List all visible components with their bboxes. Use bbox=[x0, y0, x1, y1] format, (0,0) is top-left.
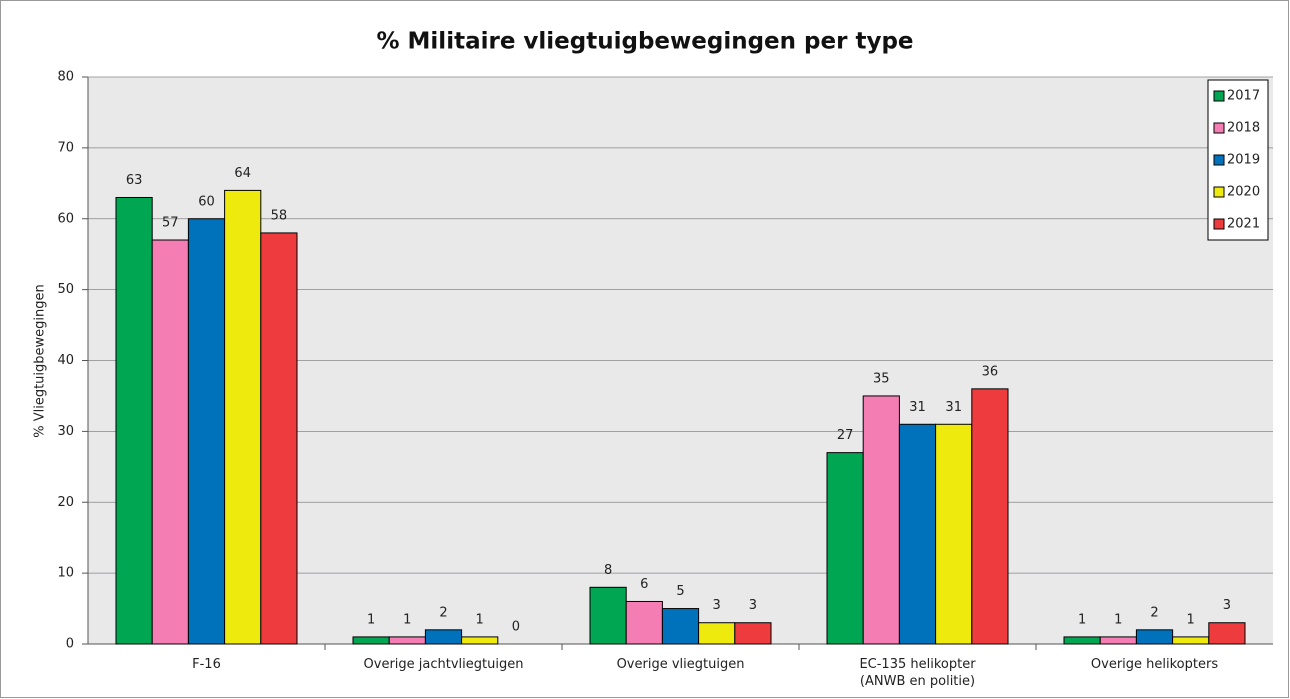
legend-swatch bbox=[1213, 186, 1225, 198]
data-label: 1 bbox=[403, 612, 411, 627]
data-label: 36 bbox=[982, 364, 999, 379]
data-label: 3 bbox=[749, 598, 757, 613]
data-label: 1 bbox=[367, 612, 375, 627]
y-tick-label: 30 bbox=[57, 424, 74, 439]
data-label: 27 bbox=[837, 428, 854, 443]
bar bbox=[115, 196, 153, 645]
y-tick-label: 80 bbox=[57, 70, 74, 85]
data-label: 6 bbox=[640, 577, 648, 592]
legend-label: 2019 bbox=[1227, 153, 1260, 168]
y-tick-label: 70 bbox=[57, 140, 74, 155]
data-label: 35 bbox=[873, 371, 890, 386]
bar bbox=[461, 636, 499, 645]
data-label: 57 bbox=[162, 216, 179, 231]
y-tick-label: 50 bbox=[57, 282, 74, 297]
bar bbox=[971, 388, 1009, 645]
bar bbox=[625, 600, 663, 645]
y-tick-label: 40 bbox=[57, 353, 74, 368]
x-tick-label-line: Overige helikopters bbox=[1091, 657, 1218, 672]
data-label: 3 bbox=[1223, 598, 1231, 613]
bar bbox=[151, 239, 189, 645]
legend-label: 2020 bbox=[1227, 185, 1260, 200]
data-label: 60 bbox=[198, 194, 215, 209]
bar bbox=[862, 395, 900, 645]
bar bbox=[734, 622, 772, 645]
bar bbox=[260, 232, 298, 645]
bar bbox=[661, 608, 700, 645]
data-label: 2 bbox=[1150, 605, 1158, 620]
y-tick-label: 60 bbox=[57, 211, 74, 226]
legend-swatch bbox=[1213, 218, 1225, 230]
bar bbox=[826, 452, 864, 645]
bar bbox=[1099, 636, 1137, 645]
legend-label: 2017 bbox=[1227, 89, 1260, 104]
legend-swatch bbox=[1213, 90, 1225, 102]
bar bbox=[589, 586, 627, 645]
x-tick-label: Overige helikopters bbox=[1091, 657, 1218, 672]
bar bbox=[935, 423, 973, 645]
legend-swatch bbox=[1213, 122, 1225, 134]
bar bbox=[352, 636, 390, 645]
bar bbox=[698, 622, 736, 645]
bar bbox=[187, 218, 226, 645]
data-label: 2 bbox=[439, 605, 447, 620]
y-tick-label: 0 bbox=[66, 637, 74, 652]
x-tick-label-line: Overige vliegtuigen bbox=[617, 657, 745, 672]
y-tick-label: 20 bbox=[57, 495, 74, 510]
legend-label: 2018 bbox=[1227, 121, 1260, 136]
data-label: 1 bbox=[1114, 612, 1122, 627]
data-label: 0 bbox=[512, 620, 520, 635]
x-tick-label-line: Overige jachtvliegtuigen bbox=[364, 657, 524, 672]
bar bbox=[898, 423, 937, 645]
bar bbox=[388, 636, 426, 645]
data-label: 31 bbox=[945, 400, 962, 415]
y-axis-label: % Vliegtuigbewegingen bbox=[33, 284, 48, 438]
data-label: 1 bbox=[1078, 612, 1086, 627]
x-tick-label-line: F-16 bbox=[192, 657, 221, 672]
legend-swatch bbox=[1213, 154, 1225, 166]
legend-label: 2021 bbox=[1227, 217, 1260, 232]
chart-title: % Militaire vliegtuigbewegingen per type bbox=[376, 29, 913, 55]
bar bbox=[1063, 636, 1101, 645]
data-label: 1 bbox=[1187, 612, 1195, 627]
bar bbox=[224, 189, 262, 645]
data-label: 58 bbox=[271, 208, 288, 223]
data-label: 5 bbox=[676, 584, 684, 599]
x-tick-label: Overige vliegtuigen bbox=[617, 657, 745, 672]
bar bbox=[1135, 629, 1174, 645]
y-tick-label: 10 bbox=[57, 566, 74, 581]
x-tick-label: Overige jachtvliegtuigen bbox=[364, 657, 524, 672]
data-label: 64 bbox=[234, 166, 251, 181]
data-label: 31 bbox=[909, 400, 926, 415]
data-label: 63 bbox=[126, 173, 143, 188]
x-tick-label-line: (ANWB en politie) bbox=[860, 674, 975, 689]
data-label: 8 bbox=[604, 563, 612, 578]
bar bbox=[424, 629, 463, 645]
x-tick-label-line: EC-135 helikopter bbox=[859, 657, 976, 672]
legend-box bbox=[1207, 79, 1269, 241]
x-tick-label: F-16 bbox=[192, 657, 221, 672]
bar bbox=[1208, 622, 1246, 645]
data-label: 3 bbox=[713, 598, 721, 613]
data-label: 1 bbox=[476, 612, 484, 627]
x-tick-label: EC-135 helikopter (ANWB en politie) bbox=[859, 657, 976, 689]
bar bbox=[1172, 636, 1210, 645]
